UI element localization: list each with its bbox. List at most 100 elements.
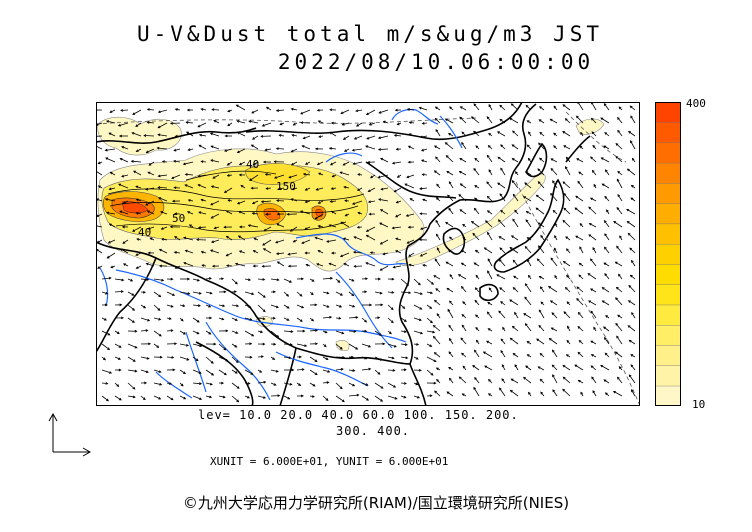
wind-arrowhead bbox=[548, 338, 552, 341]
wind-arrowhead bbox=[341, 331, 345, 335]
wind-arrow bbox=[244, 369, 253, 375]
wind-arrow bbox=[131, 160, 142, 163]
wind-arrow bbox=[509, 247, 519, 254]
wind-arrow bbox=[300, 109, 311, 115]
wind-arrowhead bbox=[158, 317, 162, 321]
wind-arrowhead bbox=[618, 366, 622, 369]
wind-arrowhead bbox=[223, 290, 227, 294]
wind-arrow bbox=[213, 120, 220, 124]
wind-arrow bbox=[588, 300, 597, 306]
wind-arrow bbox=[487, 232, 493, 241]
wind-arrow bbox=[101, 382, 108, 384]
wind-arrow bbox=[434, 390, 441, 397]
wind-arrowhead bbox=[473, 197, 477, 201]
wind-arrowhead bbox=[200, 160, 204, 164]
wind-arrowhead bbox=[249, 178, 253, 181]
wind-arrowhead bbox=[290, 330, 294, 333]
wind-arrow bbox=[147, 210, 155, 215]
wind-arrowhead bbox=[199, 344, 203, 348]
wind-arrowhead bbox=[434, 390, 437, 394]
wind-arrow bbox=[588, 206, 597, 215]
wind-arrowhead bbox=[536, 338, 540, 342]
wind-arrowhead bbox=[183, 262, 187, 265]
wind-arrowhead bbox=[317, 224, 321, 228]
wind-arrowhead bbox=[174, 134, 178, 138]
wind-arrowhead bbox=[260, 330, 264, 334]
wind-arrowhead bbox=[121, 146, 125, 149]
wind-arrowhead bbox=[403, 330, 407, 333]
wind-arrowhead bbox=[182, 162, 186, 166]
wind-arrow bbox=[400, 330, 407, 333]
wind-arrow bbox=[218, 369, 227, 376]
wind-arrow bbox=[270, 278, 279, 281]
wind-arrowhead bbox=[344, 199, 348, 203]
wind-arrow bbox=[407, 108, 415, 111]
wind-arrowhead bbox=[234, 262, 238, 266]
wind-arrowhead bbox=[143, 134, 147, 137]
wind-arrowhead bbox=[578, 339, 582, 343]
wind-arrow bbox=[487, 258, 493, 267]
wind-arrowhead bbox=[109, 171, 113, 175]
wind-arrowhead bbox=[630, 184, 634, 188]
wind-arrowhead bbox=[500, 167, 503, 171]
wind-arrowhead bbox=[235, 331, 239, 334]
wind-arrow bbox=[237, 200, 246, 205]
wind-arrowhead bbox=[551, 312, 555, 316]
wind-arrow bbox=[330, 200, 337, 203]
wind-arrowhead bbox=[431, 281, 434, 285]
wind-arrowhead bbox=[107, 347, 111, 351]
wind-arrow bbox=[114, 356, 121, 360]
wind-arrowhead bbox=[169, 225, 173, 229]
wind-arrowhead bbox=[131, 293, 135, 296]
wind-arrowhead bbox=[352, 369, 356, 372]
wind-arrowhead bbox=[403, 381, 407, 385]
wind-arrow bbox=[96, 248, 103, 254]
wind-arrowhead bbox=[365, 383, 369, 386]
wind-arrowhead bbox=[415, 382, 419, 386]
wind-arrowhead bbox=[116, 384, 120, 387]
wind-arrowhead bbox=[629, 274, 633, 278]
wind-arrow bbox=[576, 286, 584, 293]
wind-arrowhead bbox=[408, 254, 412, 257]
wind-arrow bbox=[231, 356, 239, 363]
wind-arrowhead bbox=[208, 277, 212, 280]
contour-label: 40 bbox=[246, 158, 259, 171]
wind-arrowhead bbox=[405, 214, 409, 217]
wind-arrowhead bbox=[600, 157, 604, 160]
wind-arrow bbox=[458, 274, 467, 280]
wind-arrowhead bbox=[600, 365, 604, 368]
wind-arrowhead bbox=[198, 211, 202, 214]
wind-arrow bbox=[460, 106, 467, 111]
wind-arrowhead bbox=[565, 166, 568, 169]
wind-arrow bbox=[512, 260, 519, 267]
wind-arrowhead bbox=[301, 368, 305, 371]
wind-arrow bbox=[487, 311, 493, 319]
wind-arrowhead bbox=[301, 241, 305, 244]
wind-arrow bbox=[157, 147, 168, 150]
wind-arrowhead bbox=[343, 149, 347, 152]
wind-arrow bbox=[153, 278, 164, 281]
wind-arrow bbox=[296, 304, 304, 309]
wind-arrowhead bbox=[237, 201, 240, 205]
wind-arrowhead bbox=[528, 274, 531, 278]
wind-arrow bbox=[499, 118, 506, 124]
wind-arrowhead bbox=[122, 241, 126, 244]
wind-arrowhead bbox=[364, 329, 368, 333]
wind-arrowhead bbox=[408, 133, 412, 137]
wind-arrowhead bbox=[290, 107, 294, 111]
wind-arrowhead bbox=[130, 159, 134, 163]
wind-arrow bbox=[406, 213, 415, 217]
wind-arrowhead bbox=[195, 358, 199, 362]
wind-arrowhead bbox=[356, 393, 360, 397]
wind-arrowhead bbox=[351, 148, 355, 152]
wind-arrow bbox=[109, 187, 116, 190]
wind-arrowhead bbox=[407, 145, 411, 149]
wind-arrow bbox=[148, 161, 155, 166]
wind-arrowhead bbox=[591, 169, 595, 173]
wind-arrow bbox=[499, 287, 506, 293]
wind-arrowhead bbox=[118, 183, 122, 187]
wind-arrowhead bbox=[629, 105, 633, 109]
wind-arrow bbox=[159, 249, 168, 254]
wind-arrow bbox=[96, 135, 103, 137]
wind-arrowhead bbox=[449, 377, 452, 381]
